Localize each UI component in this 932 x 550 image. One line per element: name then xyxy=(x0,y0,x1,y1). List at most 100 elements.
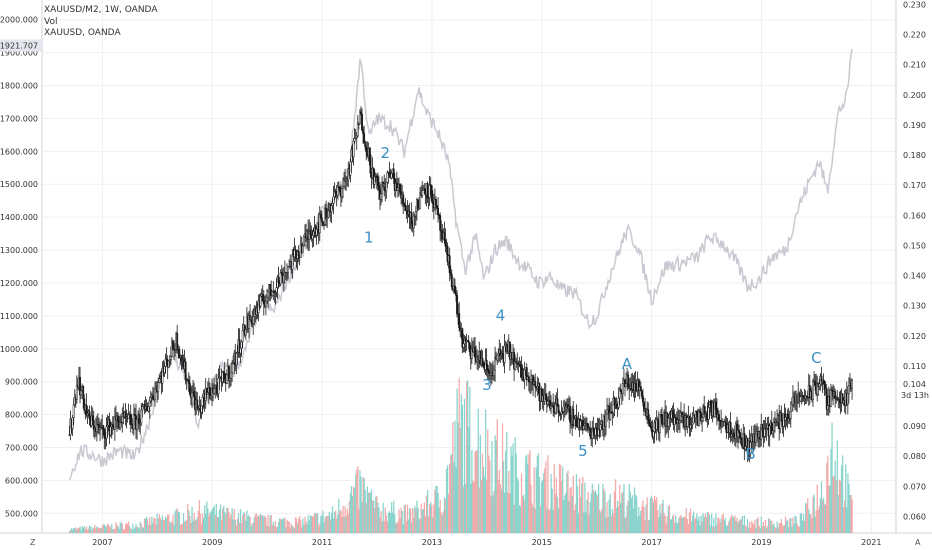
candle-body xyxy=(436,205,438,209)
volume-bar xyxy=(627,500,629,533)
volume-bar xyxy=(377,502,379,533)
volume-bar xyxy=(631,495,634,533)
volume-bar xyxy=(795,516,797,533)
volume-bar xyxy=(332,518,335,533)
volume-bar xyxy=(531,503,533,533)
volume-bar xyxy=(408,508,411,533)
candle-body xyxy=(494,356,497,371)
volume-bar xyxy=(511,455,513,533)
volume-bar xyxy=(660,514,662,533)
volume-bar xyxy=(437,492,439,533)
candle-body xyxy=(430,185,433,202)
volume-bar xyxy=(510,446,512,533)
volume-bar xyxy=(714,526,716,533)
candle-body xyxy=(277,277,280,283)
volume-bar xyxy=(434,489,436,533)
volume-bar xyxy=(630,498,633,533)
volume-bar xyxy=(517,480,520,533)
volume-bar xyxy=(585,512,587,533)
volume-bar xyxy=(263,517,265,533)
volume-bar xyxy=(497,479,499,533)
volume-bar xyxy=(625,516,627,533)
volume-bar xyxy=(168,514,170,533)
volume-bar xyxy=(702,513,704,533)
volume-bar xyxy=(498,469,501,533)
volume-bar xyxy=(506,431,508,533)
candle-body xyxy=(761,424,764,431)
candle-body xyxy=(718,414,720,421)
candle-body xyxy=(450,274,453,287)
volume-bar xyxy=(294,517,297,533)
candle-body xyxy=(145,406,148,411)
volume-bar xyxy=(174,511,176,533)
volume-bar xyxy=(212,508,214,533)
volume-bar xyxy=(760,516,762,533)
candle-body xyxy=(129,414,132,425)
volume-bar xyxy=(98,527,100,533)
candle-body xyxy=(428,184,431,198)
volume-bar xyxy=(214,514,216,533)
volume-bar xyxy=(369,492,372,533)
volume-bar xyxy=(78,527,80,533)
candle-body xyxy=(444,240,447,247)
candle-body xyxy=(358,111,361,125)
volume-bar xyxy=(303,524,305,533)
volume-bar xyxy=(734,515,736,533)
candle-body xyxy=(414,211,417,217)
volume-bar xyxy=(452,422,454,533)
volume-bar xyxy=(527,464,529,533)
candle-body xyxy=(238,339,241,354)
volume-bar xyxy=(505,450,507,533)
volume-bar xyxy=(379,517,381,533)
volume-bar xyxy=(340,510,342,533)
volume-bar xyxy=(500,488,503,533)
volume-bar xyxy=(624,518,626,533)
volume-bar xyxy=(744,525,747,533)
volume-bar xyxy=(363,477,365,533)
volume-bar xyxy=(733,517,735,533)
volume-bar xyxy=(743,515,746,533)
volume-bar xyxy=(123,529,126,533)
volume-bar xyxy=(138,528,140,533)
time-axis-tick: 2019 xyxy=(751,538,771,547)
volume-bar xyxy=(158,514,160,533)
candle-body xyxy=(546,400,549,405)
candle-body xyxy=(294,249,297,251)
volume-bar xyxy=(310,515,313,533)
volume-bar xyxy=(665,523,667,533)
volume-bar xyxy=(349,493,352,533)
volume-bar xyxy=(262,515,264,533)
legend-overlay[interactable]: XAUUSD, OANDA xyxy=(44,28,121,38)
volume-bar xyxy=(642,500,644,533)
candle-body xyxy=(231,363,234,373)
zoom-button[interactable]: Z xyxy=(30,538,36,547)
auto-scale-button[interactable]: A xyxy=(915,538,921,547)
volume-bar xyxy=(818,505,821,533)
volume-bar xyxy=(166,517,168,533)
candle-body xyxy=(264,300,267,307)
volume-bar xyxy=(794,515,796,533)
volume-bar xyxy=(87,528,90,533)
left-axis-tick: 1900.000 xyxy=(0,49,38,58)
volume-bar xyxy=(775,528,777,533)
volume-bar xyxy=(758,526,760,533)
volume-bar xyxy=(681,517,683,533)
left-last-value: 1921.707 xyxy=(0,42,38,51)
legend-symbol[interactable]: XAUUSD/M2, 1W, OANDA xyxy=(44,5,158,15)
candle-body xyxy=(169,356,172,360)
left-axis-tick: 1200.000 xyxy=(0,279,38,288)
volume-bar xyxy=(695,517,697,533)
legend-volume[interactable]: Vol xyxy=(44,16,58,27)
volume-bar xyxy=(831,422,833,533)
volume-bar xyxy=(207,508,209,533)
volume-bar xyxy=(816,484,818,533)
volume-bar xyxy=(215,503,217,533)
candle-body xyxy=(650,426,653,431)
volume-bar xyxy=(227,507,229,533)
volume-bar xyxy=(92,527,94,533)
volume-bar xyxy=(204,505,206,533)
volume-bar xyxy=(141,527,144,533)
candle-body xyxy=(740,437,743,445)
candle-body xyxy=(550,405,553,409)
